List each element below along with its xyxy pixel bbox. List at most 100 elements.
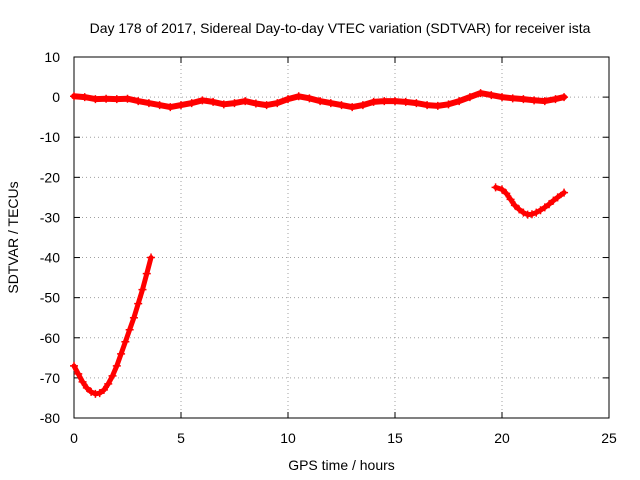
point-late-arc-5 (515, 205, 524, 214)
point-near-zero-27 (358, 101, 367, 110)
point-early-arc-14 (129, 313, 138, 322)
point-late-arc-9 (532, 208, 541, 217)
point-near-zero-24 (326, 99, 335, 108)
y-tick-label-5: -40 (40, 250, 60, 266)
point-near-zero-19 (273, 99, 282, 108)
series-early-arc (70, 253, 156, 398)
y-tick-label-9: -80 (40, 410, 60, 426)
series-late-arc (491, 183, 569, 219)
point-near-zero-38 (476, 89, 485, 98)
y-axis-label: SDTVAR / TECUs (5, 181, 21, 293)
point-early-arc-4 (87, 387, 96, 396)
point-near-zero-25 (337, 101, 346, 110)
point-near-zero-18 (262, 101, 271, 110)
point-near-zero-0 (70, 92, 78, 101)
point-late-arc-3 (506, 195, 515, 204)
point-late-arc-8 (527, 210, 536, 219)
x-tick-label-4: 20 (494, 430, 510, 446)
point-early-arc-7 (99, 385, 108, 394)
point-near-zero-39 (487, 91, 496, 100)
point-near-zero-30 (391, 97, 399, 106)
point-late-arc-15 (560, 188, 569, 197)
series-near-zero (70, 89, 569, 112)
point-near-zero-23 (316, 97, 325, 106)
y-tick-label-2: -10 (40, 129, 60, 145)
y-tick-label-4: -30 (40, 209, 60, 225)
point-late-arc-14 (553, 193, 562, 202)
y-tick-label-0: 10 (44, 49, 60, 65)
point-near-zero-14 (219, 100, 228, 109)
point-late-arc-4 (510, 201, 519, 210)
point-near-zero-22 (305, 94, 314, 103)
point-early-arc-13 (125, 325, 134, 334)
point-early-arc-9 (108, 371, 117, 380)
x-tick-label-1: 5 (177, 430, 185, 446)
x-tick-label-2: 10 (280, 430, 296, 446)
point-near-zero-36 (455, 97, 464, 106)
point-near-zero-46 (560, 93, 569, 102)
point-near-zero-4 (112, 95, 121, 104)
grid-lines (74, 57, 609, 418)
point-near-zero-6 (134, 97, 143, 106)
point-near-zero-20 (284, 95, 292, 104)
data-points (70, 89, 569, 398)
point-early-arc-3 (82, 383, 91, 392)
point-near-zero-12 (198, 96, 207, 105)
point-early-arc-15 (134, 299, 143, 308)
point-early-arc-8 (104, 379, 113, 388)
y-tick-label-6: -50 (40, 290, 60, 306)
point-early-arc-1 (74, 369, 83, 378)
point-near-zero-26 (348, 103, 357, 112)
point-near-zero-35 (444, 100, 453, 109)
point-late-arc-13 (549, 196, 558, 205)
point-near-zero-41 (508, 94, 517, 103)
point-near-zero-34 (433, 101, 442, 110)
point-late-arc-1 (498, 185, 506, 194)
point-early-arc-17 (142, 269, 151, 278)
x-axis-label: GPS time / hours (288, 457, 395, 473)
point-early-arc-12 (121, 337, 130, 346)
point-near-zero-13 (209, 97, 218, 106)
point-late-arc-0 (491, 183, 500, 192)
point-near-zero-15 (230, 99, 239, 108)
point-near-zero-33 (423, 101, 432, 110)
point-near-zero-44 (540, 97, 549, 106)
point-near-zero-45 (551, 95, 560, 104)
plot-frame (73, 56, 610, 419)
point-early-arc-2 (78, 377, 87, 386)
y-tick-label-7: -60 (40, 330, 60, 346)
point-late-arc-2 (502, 189, 511, 198)
y-tick-label-1: 0 (52, 89, 60, 105)
point-early-arc-5 (91, 389, 100, 398)
point-near-zero-28 (369, 97, 378, 106)
y-tick-label-3: -20 (40, 169, 60, 185)
point-late-arc-12 (545, 200, 554, 209)
point-early-arc-18 (147, 253, 156, 262)
point-near-zero-9 (166, 103, 175, 112)
point-early-arc-0 (70, 361, 78, 370)
point-near-zero-11 (187, 99, 196, 108)
point-near-zero-8 (155, 101, 164, 110)
point-near-zero-3 (102, 94, 111, 103)
point-late-arc-11 (540, 203, 549, 212)
x-tick-label-0: 0 (70, 430, 78, 446)
point-near-zero-7 (144, 99, 153, 108)
point-early-arc-10 (112, 361, 121, 370)
axis-ticks: 0 5 10 15 20 25 10 0 -10 -20 -30 -40 -50 -60 -70 -80 (40, 49, 617, 446)
point-near-zero-29 (380, 97, 389, 106)
point-early-arc-6 (95, 389, 104, 398)
point-late-arc-6 (519, 208, 528, 217)
point-near-zero-16 (241, 97, 250, 106)
point-near-zero-2 (91, 95, 100, 104)
point-near-zero-37 (465, 93, 474, 102)
point-near-zero-5 (123, 94, 132, 103)
point-near-zero-32 (412, 99, 421, 108)
point-late-arc-10 (536, 206, 545, 215)
chart-title: Day 178 of 2017, Sidereal Day-to-day VTE… (90, 20, 591, 36)
point-near-zero-31 (401, 97, 410, 106)
point-near-zero-1 (80, 93, 89, 102)
point-early-arc-11 (117, 349, 126, 358)
point-near-zero-40 (498, 93, 506, 102)
point-near-zero-43 (530, 96, 539, 105)
